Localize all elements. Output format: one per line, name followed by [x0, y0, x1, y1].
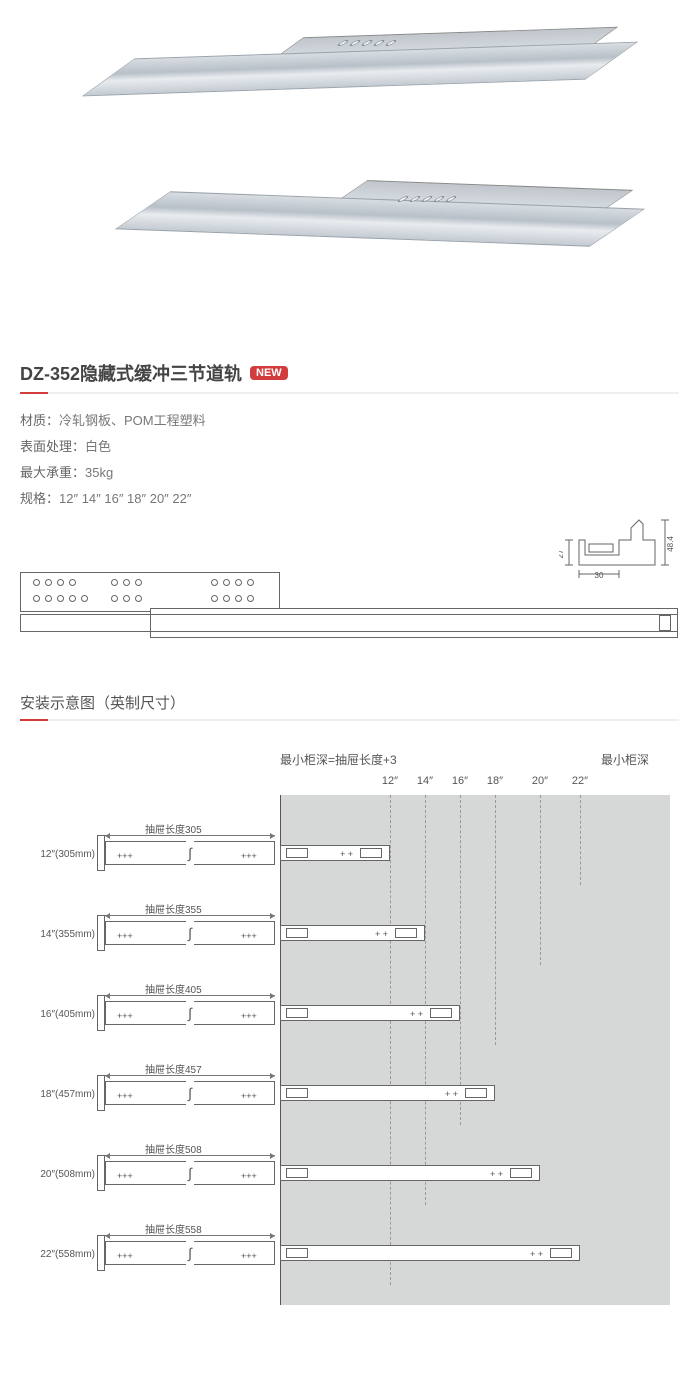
title-row: DZ-352隐藏式缓冲三节道轨 NEW	[20, 360, 679, 394]
product-title: DZ-352隐藏式缓冲三节道轨	[20, 360, 242, 386]
rail-cap	[286, 1168, 308, 1178]
screw-icon: + +	[340, 849, 353, 859]
drawer-length-label: 抽屉长度405	[145, 981, 202, 996]
screw-icon: +++	[117, 1251, 133, 1261]
row-size-label: 22″(558mm)	[15, 1249, 95, 1260]
break-mark-icon: ∫	[186, 1079, 194, 1107]
drawer-face	[97, 835, 105, 871]
drawer-row: 12″(305mm)抽屉长度305++++++∫+ +	[20, 821, 679, 881]
size-tick: 20″	[525, 775, 555, 787]
drawer-face	[97, 1235, 105, 1271]
screw-icon: +++	[117, 1011, 133, 1021]
install-heading: 安装示意图（英制尺寸）	[20, 692, 679, 721]
rail-cap	[286, 928, 308, 938]
break-mark-icon: ∫	[186, 1159, 194, 1187]
break-mark-icon: ∫	[186, 1239, 194, 1267]
rail-cap	[395, 928, 417, 938]
rail-cap	[286, 1248, 308, 1258]
note-min-depth-formula: 最小柜深=抽屉长度+3	[280, 751, 397, 768]
screw-icon: +++	[117, 931, 133, 941]
drawer-face	[97, 915, 105, 951]
size-tick: 18″	[480, 775, 510, 787]
drawer-row: 18″(457mm)抽屉长度457++++++∫+ +	[20, 1061, 679, 1121]
screw-icon: +++	[241, 1011, 257, 1021]
rail-cap	[286, 848, 308, 858]
drawer-face	[97, 995, 105, 1031]
rail-cap	[286, 1088, 308, 1098]
spec-line: 表面处理：白色	[20, 434, 679, 460]
screw-icon: +++	[117, 1091, 133, 1101]
screw-icon: +++	[241, 1171, 257, 1181]
install-diagram: 最小柜深=抽屉长度+3 最小柜深 12″14″16″18″20″22″ 12″(…	[20, 751, 679, 1311]
screw-icon: + +	[375, 929, 388, 939]
size-tick: 22″	[565, 775, 595, 787]
product-photo	[0, 0, 699, 360]
drawer-row: 16″(405mm)抽屉长度405++++++∫+ +	[20, 981, 679, 1041]
rail-cap	[550, 1248, 572, 1258]
dimension-line	[105, 995, 275, 996]
cs-h2: 48.4	[666, 536, 675, 552]
screw-icon: + +	[445, 1089, 458, 1099]
rail-cap	[510, 1168, 532, 1178]
drawer-length-label: 抽屉长度508	[145, 1141, 202, 1156]
mounting-holes	[336, 40, 399, 46]
size-ticks: 12″ 14″ 16″ 18″ 20″ 22″	[280, 775, 670, 791]
row-size-label: 20″(508mm)	[15, 1169, 95, 1180]
drawer-row: 14″(355mm)抽屉长度355++++++∫+ +	[20, 901, 679, 961]
drawer-extension	[280, 1085, 495, 1101]
drawer-face	[97, 1155, 105, 1191]
dimension-line	[105, 1235, 275, 1236]
rail-cap	[360, 848, 382, 858]
spec-line: 最大承重：35kg	[20, 460, 679, 486]
cs-h1: 27	[559, 549, 565, 558]
screw-icon: + +	[410, 1009, 423, 1019]
mid-rail	[20, 614, 678, 632]
install-section: 安装示意图（英制尺寸） 最小柜深=抽屉长度+3 最小柜深 12″ 14″ 16″ 18…	[0, 652, 699, 1331]
product-info: DZ-352隐藏式缓冲三节道轨 NEW 材质：冷轧钢板、POM工程塑料表面处理：…	[0, 360, 699, 532]
note-min-depth: 最小柜深	[601, 751, 649, 768]
screw-icon: +++	[117, 1171, 133, 1181]
dimension-line	[105, 1075, 275, 1076]
row-size-label: 12″(305mm)	[15, 849, 95, 860]
row-size-label: 18″(457mm)	[15, 1089, 95, 1100]
drawer-length-label: 抽屉长度355	[145, 901, 202, 916]
screw-icon: +++	[241, 851, 257, 861]
drawer-length-label: 抽屉长度558	[145, 1221, 202, 1236]
row-size-label: 16″(405mm)	[15, 1009, 95, 1020]
size-tick: 14″	[410, 775, 440, 787]
dimension-line	[105, 915, 275, 916]
break-mark-icon: ∫	[186, 999, 194, 1027]
dimension-line	[105, 1155, 275, 1156]
new-badge: NEW	[250, 366, 288, 380]
row-size-label: 14″(355mm)	[15, 929, 95, 940]
screw-icon: + +	[530, 1249, 543, 1259]
screw-icon: +++	[117, 851, 133, 861]
rail-cap	[430, 1008, 452, 1018]
break-mark-icon: ∫	[186, 839, 194, 867]
outer-rail	[20, 572, 280, 612]
drawer-face	[97, 1075, 105, 1111]
size-tick: 12″	[375, 775, 405, 787]
rail-cap	[465, 1088, 487, 1098]
rail-cap	[286, 1008, 308, 1018]
screw-icon: +++	[241, 1091, 257, 1101]
drawer-length-label: 抽屉长度305	[145, 821, 202, 836]
side-view-drawing	[20, 562, 679, 652]
screw-icon: +++	[241, 1251, 257, 1261]
break-mark-icon: ∫	[186, 919, 194, 947]
mounting-holes	[396, 196, 459, 202]
size-tick: 16″	[445, 775, 475, 787]
spec-list: 材质：冷轧钢板、POM工程塑料表面处理：白色最大承重：35kg规格：12″ 14…	[20, 408, 679, 512]
drawer-row: 22″(558mm)抽屉长度558++++++∫+ +	[20, 1221, 679, 1281]
screw-icon: + +	[490, 1169, 503, 1179]
dimension-line	[105, 835, 275, 836]
screw-icon: +++	[241, 931, 257, 941]
spec-line: 材质：冷轧钢板、POM工程塑料	[20, 408, 679, 434]
drawer-length-label: 抽屉长度457	[145, 1061, 202, 1076]
drawer-row: 20″(508mm)抽屉长度508++++++∫+ +	[20, 1141, 679, 1201]
